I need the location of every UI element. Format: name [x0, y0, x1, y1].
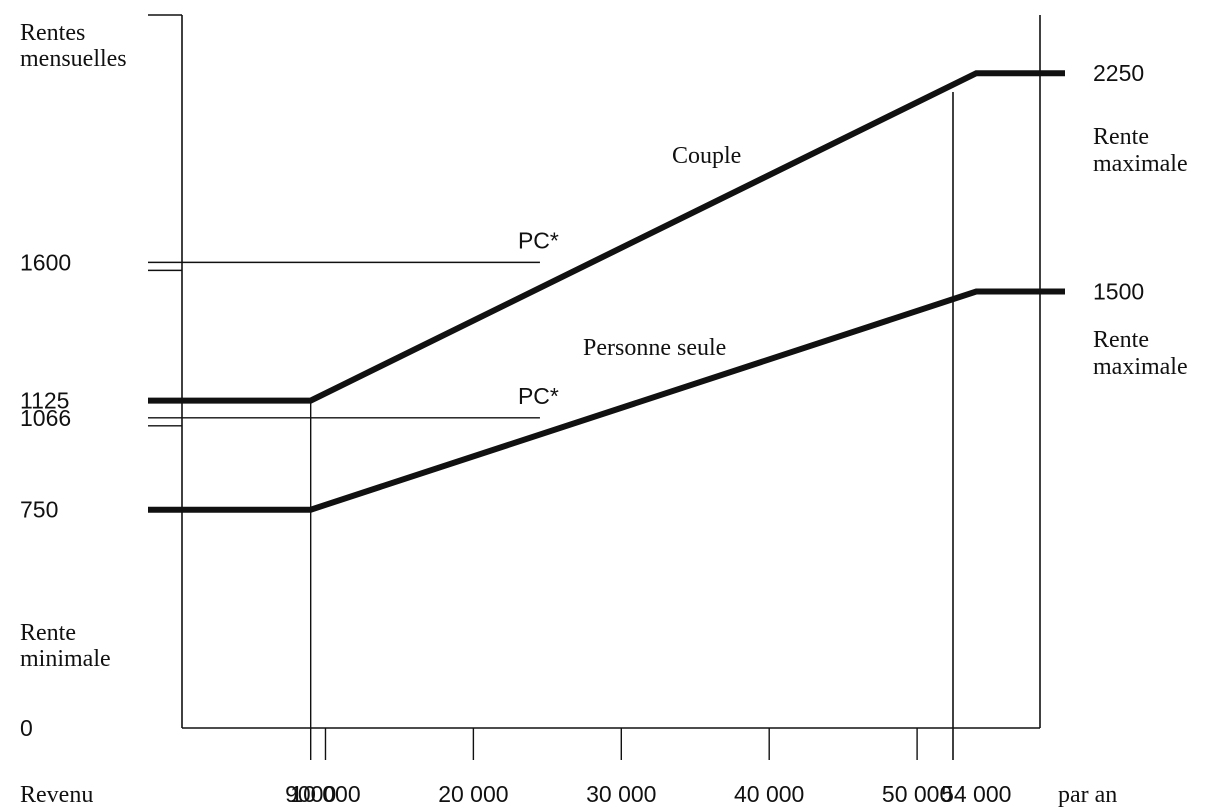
y-tick-label-1: 750	[20, 497, 58, 523]
y-tick-label-3: 1125	[20, 388, 69, 414]
y-tick-label-4: 1600	[20, 249, 71, 275]
x-tick-label-2: 20 000	[438, 781, 508, 807]
helper-lines	[148, 261, 540, 760]
x-tick-label-1: 10 000	[290, 781, 360, 807]
series-label-personne-seule: Personne seule	[583, 335, 726, 361]
max-couple-label-line1: Rente	[1093, 124, 1149, 150]
x-tick-label-5: 50 000	[882, 781, 952, 807]
y-axis-title-line2: mensuelles	[20, 46, 127, 72]
series-line-1	[148, 288, 1065, 513]
series-label-couple: Couple	[672, 143, 741, 169]
right-tick-label-0: 1500	[1093, 278, 1144, 304]
min-pension-label-line1: Rente	[20, 620, 76, 646]
pc-label-0: PC*	[518, 227, 559, 253]
min-pension-label-line2: minimale	[20, 646, 111, 672]
max-single-label-line2: maximale	[1093, 354, 1188, 380]
x-tick-label-3: 30 000	[586, 781, 656, 807]
y-tick-label-0: 0	[20, 715, 33, 741]
max-single-label-line1: Rente	[1093, 327, 1149, 353]
pc-label-1: PC*	[518, 383, 559, 409]
max-couple-label-line2: maximale	[1093, 151, 1188, 177]
y-tick-label-2: 1066	[20, 405, 71, 431]
y-axis-title-line1: Rentes	[20, 20, 85, 46]
x-tick-label-0: 9000	[285, 781, 336, 807]
x-axis-unit: par an	[1058, 782, 1117, 807]
x-tick-label-6: 54 000	[941, 781, 1011, 807]
x-tick-label-4: 40 000	[734, 781, 804, 807]
tick-marks	[148, 399, 918, 760]
right-tick-label-1: 2250	[1093, 60, 1144, 86]
series-lines	[148, 70, 1065, 513]
series-line-0	[148, 70, 1065, 404]
x-axis-title: Revenu	[20, 782, 93, 807]
